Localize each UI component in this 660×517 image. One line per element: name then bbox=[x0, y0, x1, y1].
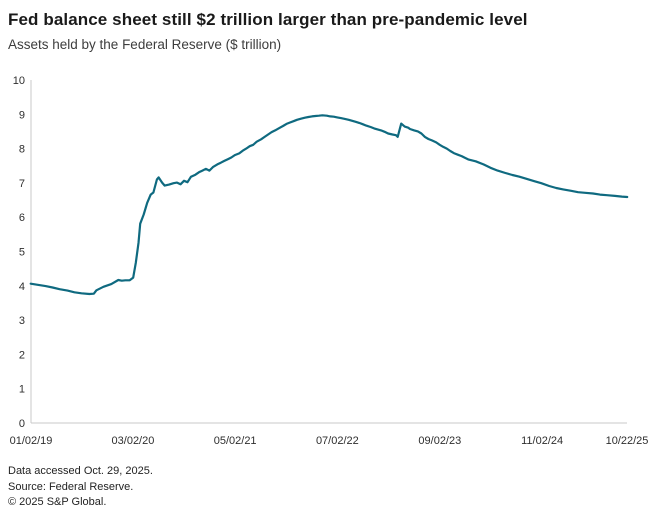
y-axis-tick-label: 8 bbox=[19, 144, 25, 156]
x-axis-tick-label: 05/02/21 bbox=[214, 435, 257, 447]
chart-subtitle: Assets held by the Federal Reserve ($ tr… bbox=[8, 37, 282, 52]
footnote-source: Source: Federal Reserve. bbox=[8, 480, 134, 493]
y-axis-tick-label: 1 bbox=[19, 384, 25, 396]
x-axis-tick-label: 10/22/25 bbox=[606, 435, 649, 447]
x-axis-tick-label: 01/02/19 bbox=[10, 435, 53, 447]
y-axis-tick-label: 9 bbox=[19, 109, 25, 121]
x-axis-tick-label: 07/02/22 bbox=[316, 435, 359, 447]
chart-title: Fed balance sheet still $2 trillion larg… bbox=[8, 10, 528, 29]
x-axis-tick-label: 09/02/23 bbox=[418, 435, 461, 447]
x-axis-tick-label: 03/02/20 bbox=[112, 435, 155, 447]
footnote-data-accessed: Data accessed Oct. 29, 2025. bbox=[8, 465, 153, 477]
chart-footnotes: Data accessed Oct. 29, 2025. Source: Fed… bbox=[8, 464, 153, 511]
y-axis-tick-label: 4 bbox=[19, 281, 25, 293]
y-axis-tick-label: 6 bbox=[19, 212, 25, 224]
y-axis-tick-label: 2 bbox=[19, 349, 25, 361]
footnote-copyright: © 2025 S&P Global. bbox=[8, 496, 107, 508]
y-axis-tick-label: 3 bbox=[19, 315, 25, 327]
y-axis-tick-label: 10 bbox=[13, 75, 25, 87]
y-axis-tick-label: 7 bbox=[19, 178, 25, 190]
fed-balance-sheet-line-chart: 0 1 2 3 4 5 6 7 8 9 10 01/02/19 03/02/20 05/02/21 07/0… bbox=[10, 75, 649, 447]
y-axis-tick-label: 0 bbox=[19, 418, 25, 430]
x-axis-tick-label: 11/02/24 bbox=[521, 435, 563, 447]
balance-sheet-series-line bbox=[29, 114, 629, 296]
y-axis-tick-label: 5 bbox=[19, 247, 25, 259]
